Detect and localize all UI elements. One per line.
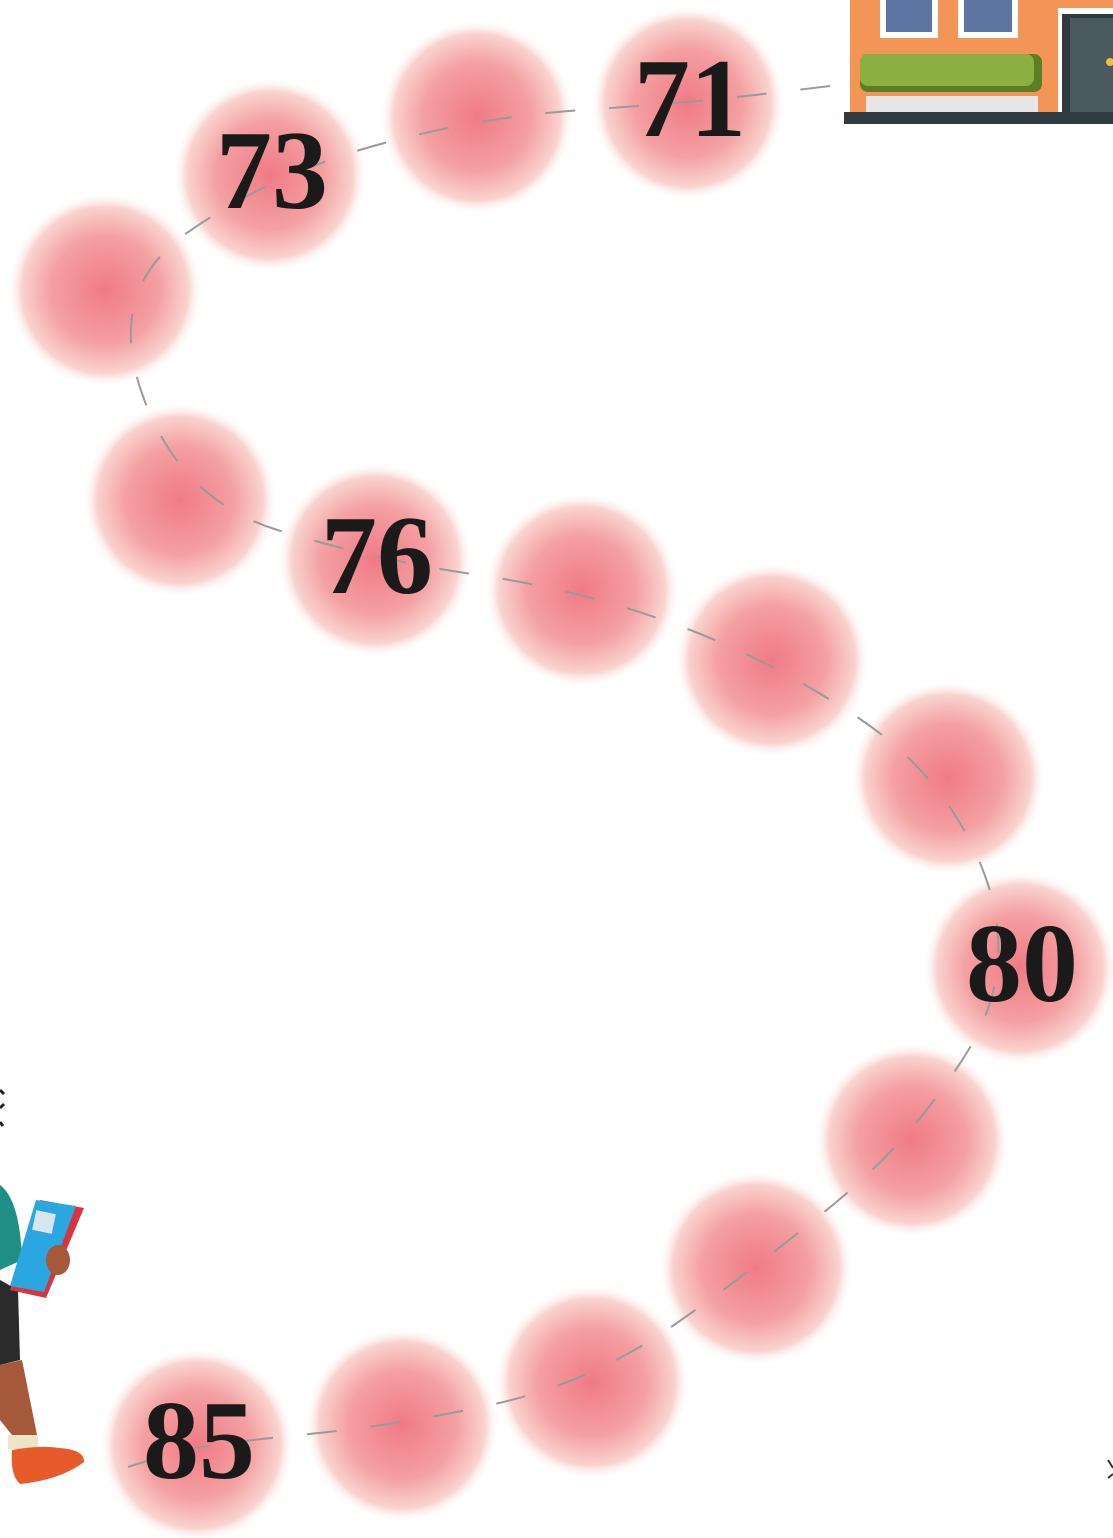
step-circle: [82, 402, 278, 598]
step-number: 76: [321, 494, 433, 618]
step-circle: [304, 1327, 500, 1523]
worksheet: 71 73 76 80 85: [0, 0, 1113, 1538]
step-circle: [494, 1284, 690, 1480]
circle-layer: [7, 5, 1113, 1538]
step-circle: [7, 192, 203, 388]
step-circle: [850, 680, 1046, 876]
step-circle: [658, 1170, 854, 1366]
step-circle: [379, 19, 575, 215]
page: 7173768085 (() => { const data = JSON.pa…: [0, 0, 1113, 1538]
student-illustration: [0, 1090, 84, 1484]
step-number: 80: [966, 902, 1078, 1026]
corner-mark: [1108, 1460, 1113, 1478]
step-number: 85: [143, 1379, 255, 1503]
step-number: 73: [216, 109, 328, 233]
step-circle: [674, 562, 870, 758]
school-building: [844, 0, 1113, 124]
step-circle: [484, 492, 680, 688]
step-number: 71: [634, 37, 746, 161]
step-circle: [814, 1042, 1010, 1238]
